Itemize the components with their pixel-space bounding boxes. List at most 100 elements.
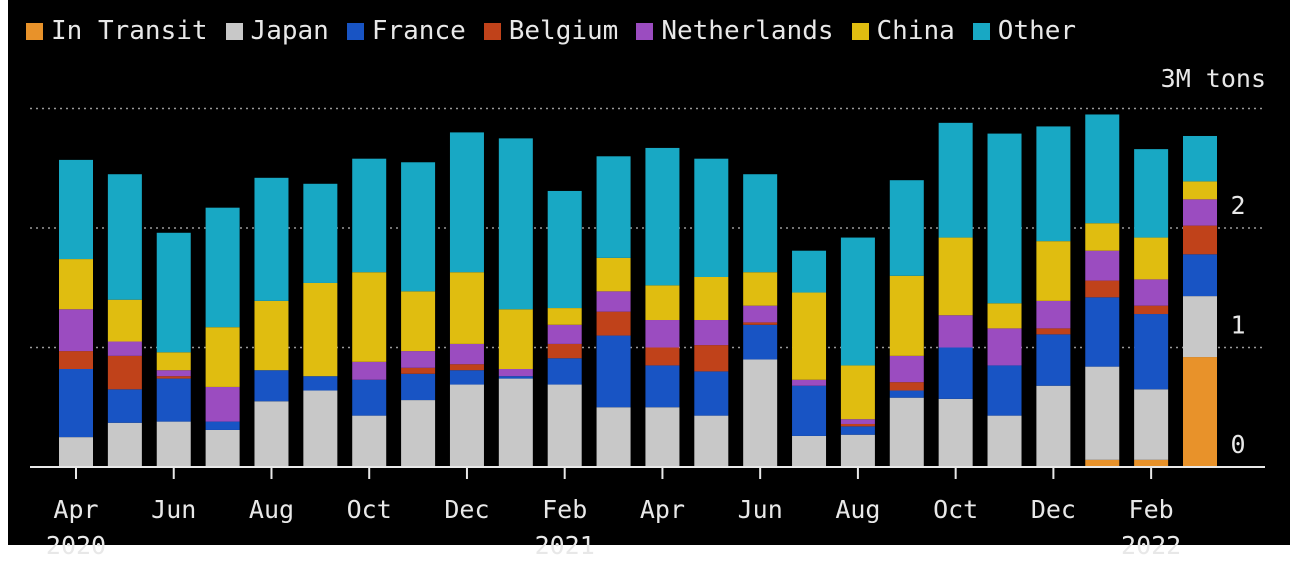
bar-segment [547,324,582,344]
bar-segment [303,376,338,391]
legend-swatch [972,22,990,40]
bar-segment [596,407,631,467]
bar-segment [498,376,533,379]
x-tick-label: Dec [1031,495,1076,524]
bar-segment [596,257,631,292]
bar-segment [547,384,582,467]
legend-label: Japan [250,16,329,46]
y-tick-label: 2 [1230,191,1245,220]
bar-segment [889,382,924,391]
legend-swatch [225,22,243,40]
legend-swatch [483,22,501,40]
bar-segment [889,275,924,356]
bar-segment [694,345,729,372]
bar-segment [743,324,778,360]
bar-segment [401,400,436,467]
bar-segment [596,311,631,336]
bar-segment [547,358,582,385]
bar-segment [1183,135,1217,182]
bar-segment [596,291,631,312]
bar-segment [743,305,778,323]
bar-segment [1036,300,1071,329]
bar-segment [254,300,289,371]
bar-segment [840,365,875,420]
bar-segment [547,190,582,309]
bar-segment [449,370,484,385]
bar-segment [694,371,729,416]
legend-label: In Transit [51,16,208,46]
bar-segment [449,343,484,365]
y-tick-label: 0 [1230,430,1245,459]
bar-segment [59,437,93,467]
bar-segment [1134,149,1169,238]
bar-segment [547,343,582,359]
bar-segment [938,315,973,348]
bar-segment [645,407,680,467]
bar-segment [352,361,387,380]
bar-segment [107,174,142,300]
x-tick-label: Dec [444,495,489,524]
bar-segment [792,379,827,386]
bar-segment [1036,328,1071,335]
bar-segment [645,147,680,286]
bar-segment [596,156,631,258]
bar-segment [987,133,1022,304]
bar-segment [1134,237,1169,280]
bar-segment [645,285,680,321]
bar-segment [645,365,680,408]
bar-segment [303,183,338,283]
bar-segment [743,272,778,306]
legend-item: Other [972,16,1076,46]
bar-segment [889,390,924,398]
bar-segment [205,207,240,328]
bar-segment [1036,126,1071,242]
legend-label: China [876,16,955,46]
bar-segment [987,328,1022,366]
bar-segment [449,384,484,467]
bar-segment [1085,280,1120,298]
bar-segment [1183,199,1217,226]
bar-segment [1134,459,1169,467]
bar-segment [352,158,387,273]
bar-segment [840,237,875,366]
bar-segment [1085,459,1120,467]
legend-swatch [851,22,869,40]
bar-segment [352,379,387,416]
bar-segment [107,355,142,390]
bar-segment [1183,181,1217,200]
legend-item: In Transit [26,16,208,46]
bar-segment [107,389,142,423]
bar-segment [401,351,436,368]
bar-segment [59,351,93,370]
bar-segment [1183,357,1217,467]
legend-swatch [26,22,43,40]
bar-segment [254,370,289,402]
bar-segment [938,237,973,316]
x-tick-label: Aug [249,495,294,524]
bar-segment [59,259,93,310]
bar-segment [205,421,240,430]
bar-segment [205,386,240,422]
bar-segment [938,122,973,238]
bar-segment [401,291,436,352]
bar-segment [498,309,533,370]
y-tick-label: 1 [1230,311,1245,340]
bar-segment [254,177,289,301]
legend-label: France [371,16,466,46]
bar-segment [1036,385,1071,467]
legend-item: France [346,16,466,46]
bar-segment [156,232,191,353]
bar-segment [792,292,827,380]
bar-segment [792,435,827,467]
bar-segment [1183,225,1217,255]
bar-segment [1085,297,1120,367]
x-tick-label: Jun [151,495,196,524]
bar-segment [547,308,582,325]
x-tick-label: Oct [933,495,978,524]
bar-segment [694,320,729,346]
legend-swatch [636,22,654,40]
bar-segment [449,272,484,344]
bar-segment [1183,254,1217,297]
bar-segment [1085,114,1120,224]
